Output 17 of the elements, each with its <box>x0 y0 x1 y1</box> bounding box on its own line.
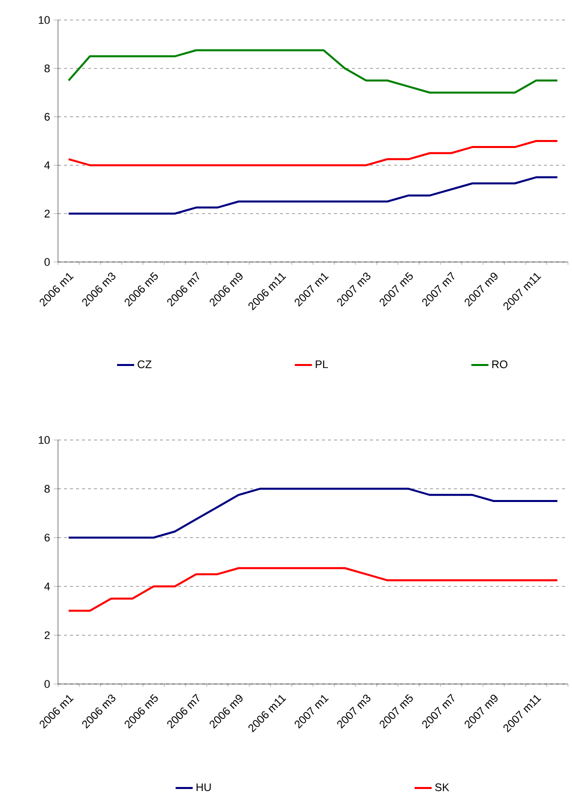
y-tick-label: 8 <box>44 484 50 493</box>
y-tick-label: 8 <box>44 64 50 72</box>
y-tick-label: 2 <box>44 631 50 640</box>
legend-label: PL <box>316 360 328 368</box>
y-tick-label: 4 <box>44 161 50 169</box>
legend-label: CZ <box>138 360 152 368</box>
y-tick-label: 6 <box>44 534 50 542</box>
y-tick-label: 2 <box>44 210 50 218</box>
legend-label: RO <box>492 360 508 368</box>
y-tick-label: 6 <box>44 112 50 121</box>
y-tick-label: 10 <box>38 436 50 444</box>
y-tick-label: 0 <box>44 680 50 688</box>
y-tick-label: 4 <box>44 582 50 590</box>
y-tick-label: 10 <box>38 16 50 24</box>
y-tick-label: 0 <box>44 258 50 266</box>
legend-label: SK <box>435 783 450 792</box>
legend-label: HU <box>196 783 211 792</box>
